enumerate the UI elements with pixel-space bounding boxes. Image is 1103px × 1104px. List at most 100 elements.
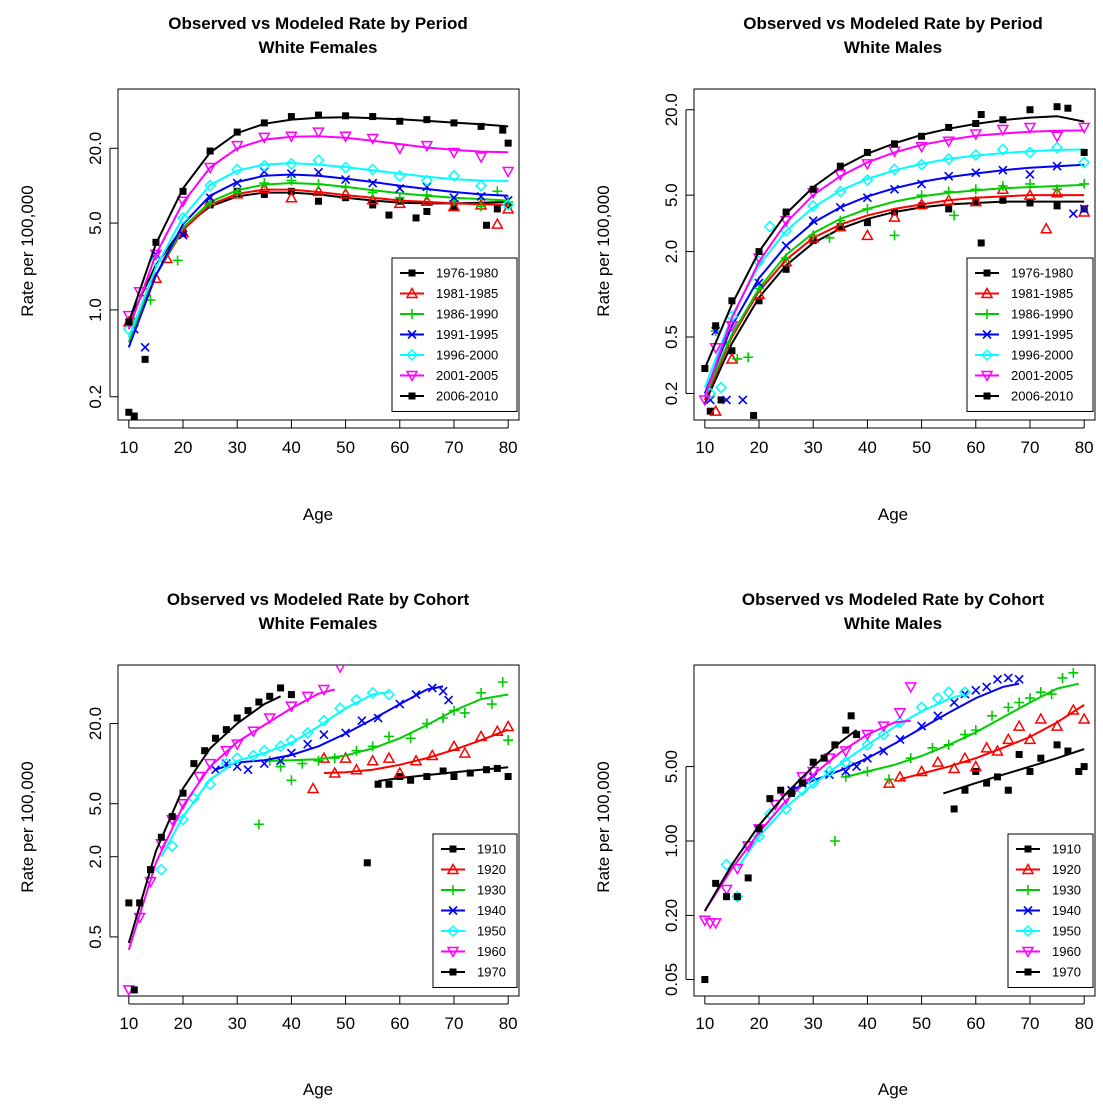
legend-label: 1950 (477, 924, 506, 939)
observed-point (943, 739, 954, 750)
y-tick-label: 5.0 (86, 211, 105, 235)
series-2001-2005 (122, 127, 515, 330)
observed-point (247, 726, 260, 738)
x-tick-label: 20 (750, 438, 769, 457)
x-tick-label: 50 (336, 438, 355, 457)
observed-point (125, 899, 133, 907)
observed-point (1053, 202, 1061, 210)
legend-marker (405, 286, 419, 299)
panel-title-line1: Observed vs Modeled Rate by Cohort (742, 590, 1045, 609)
observed-point (829, 836, 840, 847)
observed-point (368, 178, 378, 188)
observed-point (277, 684, 285, 692)
series-1996-2000 (122, 154, 515, 338)
legend-marker (408, 269, 416, 277)
observed-point (1064, 747, 1072, 755)
observed-point (426, 748, 439, 761)
observed-point (306, 781, 320, 794)
observed-point (285, 191, 298, 203)
observed-point (367, 187, 378, 198)
legend-marker (1024, 845, 1032, 853)
observed-point (476, 201, 487, 212)
observed-point (893, 708, 907, 720)
observed-point (366, 163, 379, 176)
x-tick-label: 70 (1021, 1014, 1040, 1033)
y-tick-label: 0.2 (86, 385, 105, 409)
observed-point (879, 746, 889, 756)
observed-point (715, 381, 728, 394)
legend: 1910 1920 1930 1940 1950 1960 1970 (1007, 833, 1094, 988)
observed-point (385, 211, 393, 219)
observed-point (820, 754, 828, 762)
y-axis-label: Rate per 100,000 (594, 761, 613, 892)
observed-point (258, 181, 271, 194)
series-1950 (155, 686, 396, 876)
y-tick-label: 1.0 (86, 298, 105, 322)
observed-point (339, 161, 352, 174)
observed-point (853, 731, 861, 739)
series-1920 (306, 719, 515, 794)
observed-point (1052, 184, 1063, 195)
observed-point (905, 753, 916, 764)
observed-point (130, 986, 138, 994)
observed-point (423, 116, 431, 124)
observed-point (339, 751, 352, 763)
observed-point (366, 754, 379, 766)
series-1960 (698, 682, 918, 930)
y-tick-label: 5.00 (662, 750, 681, 783)
panel-title-line1: Observed vs Modeled Rate by Period (168, 14, 467, 33)
model-line (942, 748, 1085, 795)
series-1960 (122, 665, 346, 996)
observed-point (781, 241, 791, 251)
observed-point (204, 179, 217, 192)
observed-point (382, 688, 396, 701)
legend-marker (407, 329, 417, 340)
observed-point (450, 202, 458, 210)
observed-point (743, 352, 754, 363)
observed-point (698, 915, 712, 927)
legend-marker (1021, 862, 1035, 875)
observed-point (203, 758, 217, 771)
observed-point (339, 131, 352, 143)
observed-point (393, 766, 407, 778)
observed-point (255, 698, 263, 706)
observed-point (1080, 763, 1088, 771)
observed-point (212, 734, 220, 742)
observed-point (1014, 674, 1024, 684)
x-tick-label: 80 (499, 1014, 518, 1033)
observed-point (752, 830, 766, 843)
observed-point (809, 758, 817, 766)
panel-cohort-white-females: Observed vs Modeled Rate by Cohort White… (18, 590, 520, 1099)
y-tick-label: 20.0 (86, 707, 105, 740)
series-2001-2005 (698, 122, 1091, 407)
observed-point (877, 721, 890, 733)
y-tick-label: 5.0 (662, 183, 681, 207)
observed-point (366, 686, 379, 699)
panel-title-line1: Observed vs Modeled Rate by Period (743, 14, 1042, 33)
observed-point (891, 140, 898, 148)
observed-point (313, 167, 324, 177)
observed-point (877, 728, 890, 741)
observed-point (943, 186, 954, 197)
observed-point (285, 157, 298, 170)
observed-point (301, 726, 314, 739)
observed-point (717, 396, 725, 404)
observed-point (409, 754, 423, 766)
legend-marker (1021, 924, 1035, 938)
legend: 1910 1920 1930 1940 1950 1960 1970 (432, 833, 518, 988)
observed-point (947, 761, 961, 774)
series-1996-2000 (703, 141, 1091, 400)
observed-point (493, 205, 501, 213)
series-group (698, 103, 1091, 419)
observed-point (1080, 148, 1088, 156)
observed-point (888, 210, 901, 222)
observed-point (861, 738, 874, 751)
panel-period-white-males: Observed vs Modeled Rate by Period White… (594, 14, 1096, 524)
observed-point (983, 779, 991, 787)
observed-point (243, 765, 253, 775)
observed-point (720, 858, 733, 871)
legend-label: 1930 (1052, 883, 1081, 898)
observed-point (178, 230, 188, 240)
observed-point (945, 205, 953, 213)
model-line (127, 188, 509, 338)
